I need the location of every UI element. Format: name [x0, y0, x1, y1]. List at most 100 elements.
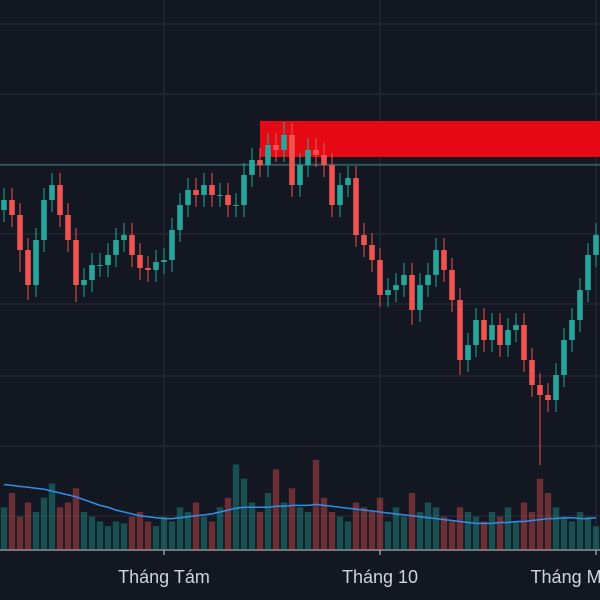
candle-body — [465, 345, 471, 360]
candle-body — [113, 240, 119, 255]
volume-bar — [400, 516, 408, 550]
volume-bar — [232, 464, 240, 550]
volume-bar — [24, 502, 32, 550]
candle-body — [193, 190, 199, 195]
candle-body — [313, 150, 319, 155]
candle-body — [65, 215, 71, 240]
volume-bar — [376, 497, 384, 550]
volume-bar — [152, 526, 160, 550]
volume-bar — [544, 493, 552, 550]
volume-bar — [192, 502, 200, 550]
volume-bar — [280, 502, 288, 550]
volume-bar — [408, 493, 416, 550]
candle-body — [1, 200, 7, 210]
volume-bar — [0, 507, 8, 550]
volume-bar — [568, 521, 576, 550]
volume-bar — [360, 507, 368, 550]
candle-body — [345, 178, 351, 185]
volume-ma-line — [3, 483, 597, 525]
volume-bar — [288, 488, 296, 550]
volume-bar — [256, 512, 264, 550]
candle-body — [241, 175, 247, 205]
volume-bar — [224, 497, 232, 550]
candle-body — [473, 320, 479, 345]
candle-body — [257, 160, 263, 165]
volume-bar — [488, 512, 496, 550]
volume-bar — [328, 512, 336, 550]
candle-body — [169, 230, 175, 260]
volume-bar — [208, 521, 216, 550]
candle-body — [409, 275, 415, 310]
volume-bar — [136, 512, 144, 550]
volume-bar — [184, 512, 192, 550]
candle-body — [297, 165, 303, 185]
volume-bar — [368, 512, 376, 550]
candle-body — [537, 385, 543, 395]
candle-body — [305, 150, 311, 165]
candle-body — [505, 330, 511, 345]
candle-body — [377, 260, 383, 295]
volume-bar — [48, 483, 56, 550]
volume-bar — [480, 521, 488, 550]
zone — [260, 121, 600, 157]
candle-body — [25, 250, 31, 285]
candle-body — [417, 285, 423, 310]
volume-bar — [576, 512, 584, 550]
candle-body — [513, 325, 519, 330]
candle-body — [545, 395, 551, 400]
volume-bar — [216, 507, 224, 550]
candle-body — [97, 265, 103, 266]
volume-bar — [432, 507, 440, 550]
candle-body — [497, 325, 503, 345]
candle-body — [329, 165, 335, 205]
candle-body — [57, 185, 63, 215]
candle-body — [569, 320, 575, 340]
volume-bar — [512, 521, 520, 550]
candle-body — [89, 265, 95, 280]
volume-bar — [272, 469, 280, 550]
volume-bar — [176, 507, 184, 550]
candle-body — [73, 240, 79, 285]
candle-body — [177, 205, 183, 230]
candle-body — [145, 268, 151, 270]
volume-bar — [440, 516, 448, 550]
volume-bar — [88, 516, 96, 550]
candle-body — [321, 155, 327, 165]
candle-body — [41, 200, 47, 240]
candle-body — [289, 135, 295, 185]
candle-body — [265, 145, 271, 165]
volume-bar — [16, 516, 24, 550]
candle-body — [353, 178, 359, 235]
candle-body — [441, 250, 447, 270]
volume-bar — [264, 493, 272, 550]
candle-body — [201, 185, 207, 195]
candle-body — [393, 285, 399, 290]
candle-body — [561, 340, 567, 375]
volume-bar — [504, 507, 512, 550]
candle-body — [137, 255, 143, 268]
volume-bar — [40, 497, 48, 550]
volume-bar — [560, 516, 568, 550]
volume-bar — [296, 507, 304, 550]
volume-bar — [160, 516, 168, 550]
volume-bar — [336, 516, 344, 550]
volume-bar — [384, 521, 392, 550]
candle-body — [9, 200, 15, 215]
candle-body — [153, 262, 159, 270]
candle-body — [233, 205, 239, 206]
candle-body — [49, 185, 55, 200]
volume-bar — [392, 507, 400, 550]
candle-body — [249, 160, 255, 175]
candle-body — [129, 235, 135, 255]
volume-bar — [72, 488, 80, 550]
candle-body — [281, 135, 287, 150]
volume-bar — [552, 507, 560, 550]
volume-bar — [200, 516, 208, 550]
candle-body — [225, 195, 231, 205]
volume-bar — [56, 507, 64, 550]
candle-body — [553, 375, 559, 400]
candle-body — [481, 320, 487, 340]
volume-bar — [120, 523, 128, 550]
